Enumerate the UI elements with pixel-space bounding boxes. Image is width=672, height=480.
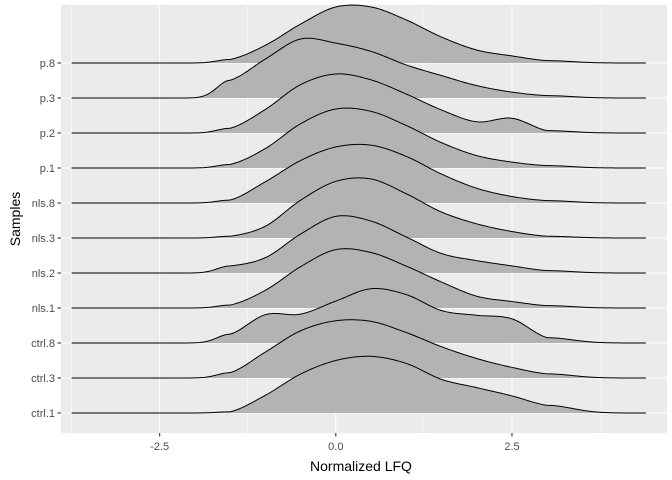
ridge-fill bbox=[71, 288, 646, 343]
ridge-nls-1 bbox=[71, 248, 646, 309]
ridge-layer bbox=[71, 4, 646, 414]
ridge-line bbox=[71, 107, 646, 169]
ridge-line bbox=[71, 215, 646, 274]
y-tick-label: nls.8 bbox=[32, 198, 55, 210]
ridge-p-2 bbox=[71, 73, 646, 134]
y-tick-label: p.3 bbox=[40, 93, 55, 105]
ridge-line bbox=[71, 319, 646, 379]
y-tick-label: nls.1 bbox=[32, 303, 55, 315]
ridge-line bbox=[71, 248, 646, 309]
ridge-nls-8 bbox=[71, 143, 646, 204]
ridge-fill bbox=[71, 319, 646, 378]
ridge-fill bbox=[71, 5, 646, 63]
ridge-fill bbox=[71, 108, 646, 168]
ridge-p-8 bbox=[71, 4, 646, 64]
y-tick-label: p.2 bbox=[40, 128, 55, 140]
ridge-p-1 bbox=[71, 107, 646, 169]
x-tick-label: 2.5 bbox=[504, 441, 519, 453]
ridge-fill bbox=[71, 215, 646, 273]
ridge-fill bbox=[71, 248, 646, 308]
ridge-nls-3 bbox=[71, 177, 646, 239]
ridge-line bbox=[71, 37, 646, 99]
ridge-line bbox=[71, 288, 646, 344]
y-axis: ctrl.1 ctrl.3 ctrl.8 nls.1 nls.2 nls.3 nls.8 p.… bbox=[31, 58, 61, 420]
x-tick-label: 0.0 bbox=[328, 441, 343, 453]
ridge-fill bbox=[71, 177, 646, 238]
ridge-fill bbox=[71, 38, 646, 98]
y-tick-label: ctrl.3 bbox=[31, 373, 55, 385]
y-tick-label: nls.2 bbox=[32, 268, 55, 280]
ridge-line bbox=[71, 177, 646, 239]
x-axis-title: Normalized LFQ bbox=[310, 458, 412, 474]
ridge-ctrl-3 bbox=[71, 319, 646, 379]
ridge-fill bbox=[71, 144, 646, 203]
ridge-line bbox=[71, 4, 646, 64]
ridge-fill bbox=[71, 73, 646, 133]
ridge-p-3 bbox=[71, 37, 646, 99]
ridge-line bbox=[71, 143, 646, 204]
x-axis: -2.5 0.0 2.5 bbox=[150, 433, 520, 453]
y-tick-label: p.1 bbox=[40, 163, 55, 175]
ridge-ctrl-8 bbox=[71, 288, 646, 344]
ridge-nls-2 bbox=[71, 215, 646, 274]
y-axis-title: Samples bbox=[7, 192, 23, 246]
y-tick-label: p.8 bbox=[40, 58, 55, 70]
y-tick-label: ctrl.1 bbox=[31, 408, 55, 420]
ridge-line bbox=[71, 73, 646, 134]
x-tick-label: -2.5 bbox=[150, 441, 169, 453]
y-tick-label: ctrl.8 bbox=[31, 338, 55, 350]
ridge-fill bbox=[71, 356, 646, 413]
y-tick-label: nls.3 bbox=[32, 233, 55, 245]
ridge-line bbox=[71, 355, 646, 414]
ridge-ctrl-1 bbox=[71, 355, 646, 414]
